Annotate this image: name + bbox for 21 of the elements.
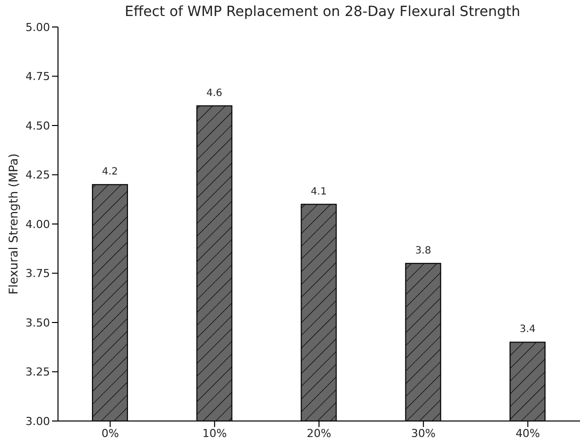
y-tick-label: 4.00 xyxy=(26,218,50,231)
y-tick-label: 5.00 xyxy=(26,20,50,34)
data-label: 3.8 xyxy=(415,245,432,256)
y-tick-label: 4.25 xyxy=(26,168,50,182)
y-tick-label: 4.50 xyxy=(26,119,50,132)
y-tick-label: 3.00 xyxy=(26,414,50,428)
y-tick-label: 3.75 xyxy=(26,267,50,280)
x-tick-label: 20% xyxy=(306,426,332,440)
y-tick-label: 3.50 xyxy=(26,316,50,330)
y-axis-title: Flexural Strength (MPa) xyxy=(6,153,20,295)
y-tick-label: 3.25 xyxy=(26,366,50,379)
x-tick-label: 10% xyxy=(202,426,227,440)
data-label: 4.6 xyxy=(206,88,222,99)
x-tick-label: 0% xyxy=(101,426,119,440)
data-label: 3.4 xyxy=(520,324,536,336)
data-label: 4.1 xyxy=(310,186,327,198)
data-label: 4.2 xyxy=(102,166,118,178)
chart-title: Effect of WMP Replacement on 28-Day Flexural Strength xyxy=(124,4,522,20)
x-tick-label: 40% xyxy=(516,426,540,440)
y-tick-label: 4.75 xyxy=(26,70,50,84)
x-tick-label: 30% xyxy=(411,426,436,440)
